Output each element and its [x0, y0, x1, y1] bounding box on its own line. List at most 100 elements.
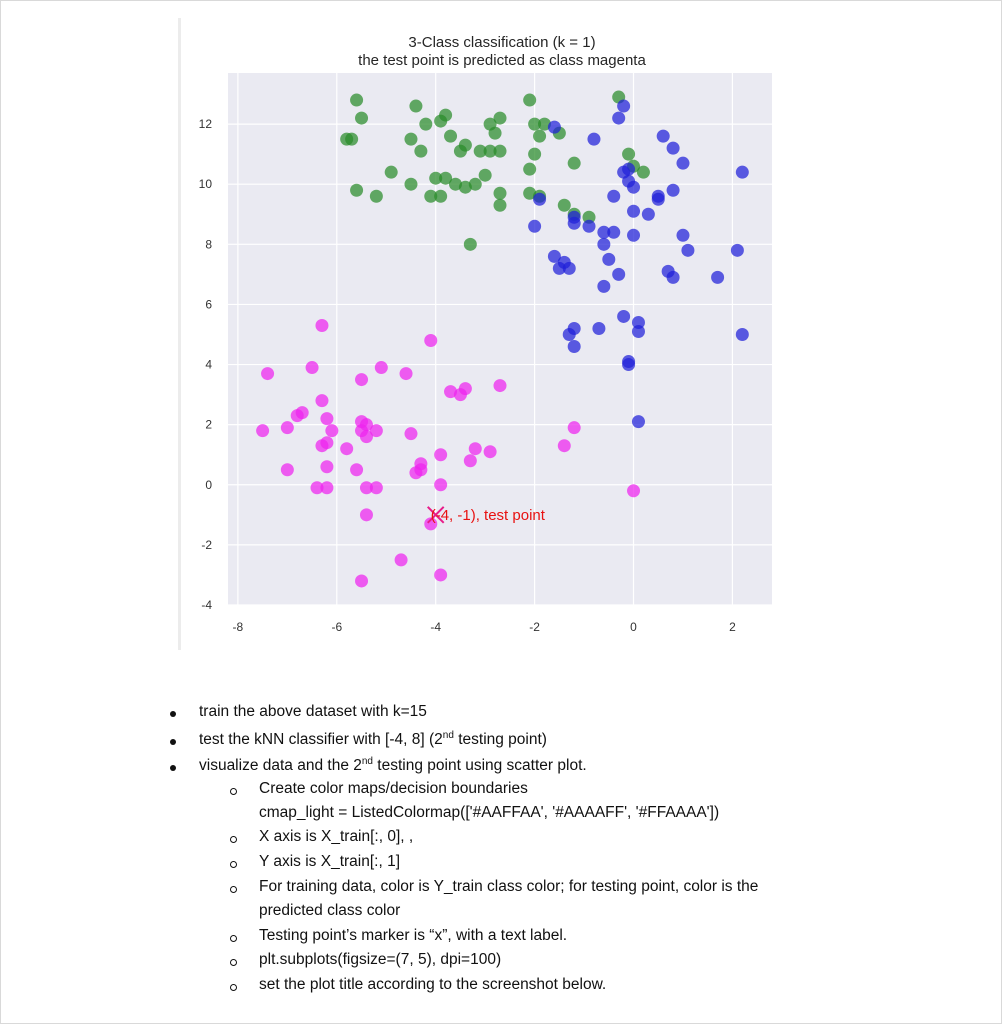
data-point: [528, 147, 542, 161]
data-point: [414, 144, 428, 158]
data-point: [369, 424, 383, 438]
y-tick-label: 8: [205, 237, 212, 251]
data-point: [547, 249, 561, 263]
x-tick-label: 2: [729, 620, 736, 634]
bullet-marker: [170, 739, 176, 745]
data-point: [711, 270, 725, 284]
data-point: [552, 261, 566, 275]
bullet-text: train the above dataset with k=15: [199, 703, 427, 720]
data-point: [310, 481, 324, 495]
data-point: [547, 120, 561, 134]
x-tick-label: -2: [529, 620, 540, 634]
data-point: [612, 267, 626, 281]
circle-marker: [230, 935, 237, 942]
left-margin-rule: [178, 18, 181, 650]
data-point: [597, 237, 611, 251]
data-point: [493, 379, 507, 393]
data-point: [374, 361, 388, 375]
data-point: [369, 481, 383, 495]
data-point: [261, 367, 275, 381]
bullet-marker: [170, 765, 176, 771]
data-point: [523, 186, 537, 200]
circle-marker: [230, 959, 237, 966]
bullet-marker: [170, 711, 176, 717]
y-tick-label: 6: [205, 297, 212, 311]
y-tick-label: 4: [205, 358, 212, 372]
data-point: [483, 144, 497, 158]
data-point: [631, 315, 645, 329]
data-point: [439, 171, 453, 185]
data-point: [533, 192, 547, 206]
data-point: [627, 228, 641, 242]
data-point: [355, 373, 369, 387]
data-point: [627, 484, 641, 498]
data-point: [735, 165, 749, 179]
data-point: [350, 93, 364, 107]
data-point: [528, 117, 542, 131]
data-point: [424, 189, 438, 203]
data-point: [493, 186, 507, 200]
bullet-text: test the kNN classifier with [-4, 8] (2n…: [199, 729, 547, 748]
data-point: [567, 216, 581, 230]
data-point: [458, 138, 472, 152]
data-point: [444, 129, 458, 143]
data-point: [631, 324, 645, 338]
data-point: [434, 189, 448, 203]
data-point: [617, 309, 631, 323]
data-point: [493, 144, 507, 158]
circle-marker: [230, 984, 237, 991]
x-tick-label: 0: [630, 620, 637, 634]
data-point: [256, 424, 270, 438]
data-point: [587, 132, 601, 146]
test-point-label: (-4, -1), test point: [431, 507, 546, 524]
data-point: [582, 219, 596, 233]
data-point: [622, 147, 636, 161]
data-point: [355, 111, 369, 125]
data-point: [399, 367, 413, 381]
sub-item-text: X axis is X_train[:, 0], ,: [259, 828, 414, 845]
data-point: [359, 508, 373, 522]
y-tick-label: 2: [205, 418, 212, 432]
sub-item-text: cmap_light = ListedColormap(['#AAFFAA', …: [259, 804, 720, 821]
data-point: [434, 448, 448, 462]
data-point: [345, 132, 359, 146]
data-point: [409, 99, 423, 113]
data-point: [424, 334, 438, 348]
data-point: [340, 442, 354, 456]
x-tick-label: -8: [233, 620, 244, 634]
data-point: [384, 165, 398, 179]
sub-item-text: plt.subplots(figsize=(7, 5), dpi=100): [259, 951, 502, 968]
data-point: [567, 421, 581, 435]
data-point: [369, 189, 383, 203]
data-point: [359, 481, 373, 495]
circle-marker: [230, 861, 237, 868]
data-point: [735, 327, 749, 341]
data-point: [656, 129, 670, 143]
circle-marker: [230, 886, 237, 893]
data-point: [439, 108, 453, 122]
data-point: [468, 177, 482, 191]
x-tick-label: -6: [331, 620, 342, 634]
data-point: [483, 117, 497, 131]
data-point: [355, 574, 369, 588]
data-point: [592, 321, 606, 335]
data-point: [666, 141, 680, 155]
data-point: [404, 427, 418, 441]
chart-subtitle: the test point is predicted as class mag…: [358, 52, 646, 69]
data-point: [627, 204, 641, 218]
data-point: [315, 394, 329, 408]
y-tick-label: -4: [201, 598, 212, 612]
data-point: [320, 412, 334, 426]
data-point: [666, 183, 680, 197]
data-point: [557, 439, 571, 453]
data-point: [320, 436, 334, 450]
data-point: [681, 243, 695, 257]
data-point: [641, 207, 655, 221]
sub-item-text: Y axis is X_train[:, 1]: [259, 853, 400, 870]
data-point: [533, 129, 547, 143]
sub-item-text: For training data, color is Y_train clas…: [259, 878, 759, 895]
x-tick-label: -4: [430, 620, 441, 634]
data-point: [602, 252, 616, 266]
data-point: [538, 117, 552, 131]
sub-item-text: Create color maps/decision boundaries: [259, 780, 528, 797]
